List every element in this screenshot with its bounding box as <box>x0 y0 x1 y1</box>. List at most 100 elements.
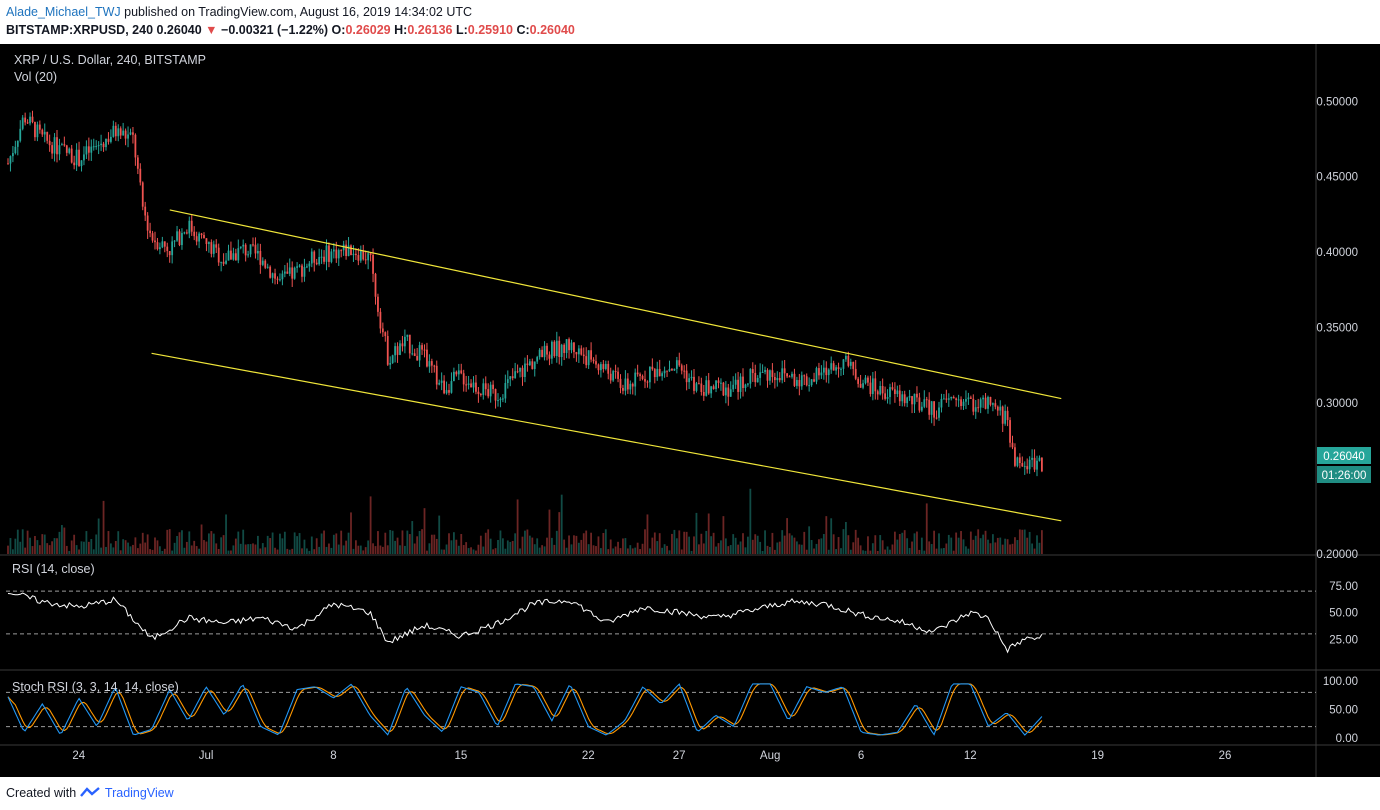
candle-body <box>97 145 100 147</box>
candle-body <box>110 136 112 142</box>
candle-body <box>159 247 161 250</box>
candle-body <box>411 353 414 355</box>
candle-body <box>237 248 240 261</box>
volume-bar <box>122 539 125 554</box>
volume-bar <box>592 545 595 554</box>
candle-body <box>308 263 311 267</box>
volume-bar <box>332 534 335 554</box>
volume-bar <box>433 534 436 554</box>
volume-bar <box>347 532 350 554</box>
candle-body <box>702 391 705 396</box>
candle-body <box>724 387 727 396</box>
volume-bar <box>315 538 318 554</box>
volume-bar <box>19 541 22 554</box>
volume-bar <box>26 530 29 554</box>
volume-bar <box>960 531 962 554</box>
candle-body <box>793 373 796 386</box>
candle-body <box>840 368 842 370</box>
candle-body <box>24 117 27 123</box>
volume-bar <box>440 549 443 554</box>
volume-bar <box>918 549 921 554</box>
candle-body <box>453 371 455 382</box>
volume-bar <box>163 548 166 554</box>
candle-body <box>215 244 218 248</box>
candle-body <box>374 273 377 297</box>
candle-body <box>639 374 641 376</box>
candle-body <box>852 361 855 369</box>
volume-bar <box>663 544 666 554</box>
candle-body <box>945 398 948 400</box>
candle-body <box>1033 457 1036 470</box>
candle-body <box>651 366 654 370</box>
candle-body <box>107 138 110 142</box>
tradingview-brand[interactable]: TradingView <box>104 786 174 800</box>
candle-body <box>543 345 546 358</box>
volume-bar <box>815 543 818 554</box>
candle-body <box>465 384 468 386</box>
volume-bar <box>935 548 938 554</box>
candle-body <box>678 360 681 366</box>
candle-body <box>680 365 683 371</box>
volume-bar <box>404 545 406 554</box>
volume-bar <box>252 543 254 554</box>
candle-body <box>1016 457 1019 466</box>
volume-bar <box>181 530 183 554</box>
candle-body <box>479 394 482 396</box>
chart-area[interactable]: 75.00 50.00 25.00 100.00 50.00 0.00 0.50000 0… <box>0 44 1380 777</box>
volume-bar <box>943 547 945 554</box>
volume-bar <box>14 538 17 554</box>
volume-bar <box>41 534 44 554</box>
candle-body <box>423 349 426 351</box>
candle-body <box>935 417 938 419</box>
candle-body <box>313 251 316 263</box>
candle-body <box>776 378 779 381</box>
volume-bar <box>509 541 512 554</box>
candle-body <box>345 244 347 257</box>
candle-body <box>688 378 690 383</box>
volume-bar <box>582 533 585 554</box>
candle-body <box>100 143 102 146</box>
volume-bar <box>773 549 776 554</box>
volume-bar <box>717 543 720 554</box>
candle-body <box>421 345 423 350</box>
volume-bar <box>558 512 561 554</box>
candle-body <box>832 363 835 371</box>
candle-body <box>644 378 646 382</box>
candle-body <box>656 368 659 378</box>
volume-bar <box>871 543 874 554</box>
volume-bar <box>492 549 494 554</box>
volume-bar <box>874 535 877 554</box>
volume-bar <box>573 535 575 554</box>
time-tick-label: 26 <box>1219 750 1232 762</box>
candle-body <box>95 146 98 148</box>
candle-body <box>707 380 710 394</box>
candle-body <box>7 163 9 165</box>
candle-body <box>521 367 524 377</box>
volume-bar <box>955 532 958 554</box>
candle-body <box>992 403 994 405</box>
volume-bar <box>455 539 458 554</box>
volume-bar <box>173 542 176 554</box>
volume-bar <box>257 535 259 554</box>
author-link[interactable]: Alade_Michael_TWJ <box>6 5 121 19</box>
candle-body <box>51 145 53 154</box>
volume-bar <box>898 534 901 554</box>
candle-body <box>896 390 899 394</box>
volume-bar <box>254 544 257 554</box>
candle-body <box>440 380 443 383</box>
candle-body <box>587 350 590 366</box>
candle-body <box>1001 406 1004 424</box>
volume-bar <box>470 547 472 554</box>
candle-body <box>835 367 837 371</box>
candle-body <box>580 348 583 355</box>
volume-bar <box>901 532 904 554</box>
trend-channel[interactable] <box>151 209 1062 522</box>
volume-bar <box>58 531 61 554</box>
candle-body <box>105 138 107 148</box>
volume-bar <box>479 535 482 554</box>
volume-bar <box>519 548 521 554</box>
candle-body <box>171 241 174 256</box>
volume-bar <box>301 548 303 554</box>
volume-bar <box>891 544 894 554</box>
